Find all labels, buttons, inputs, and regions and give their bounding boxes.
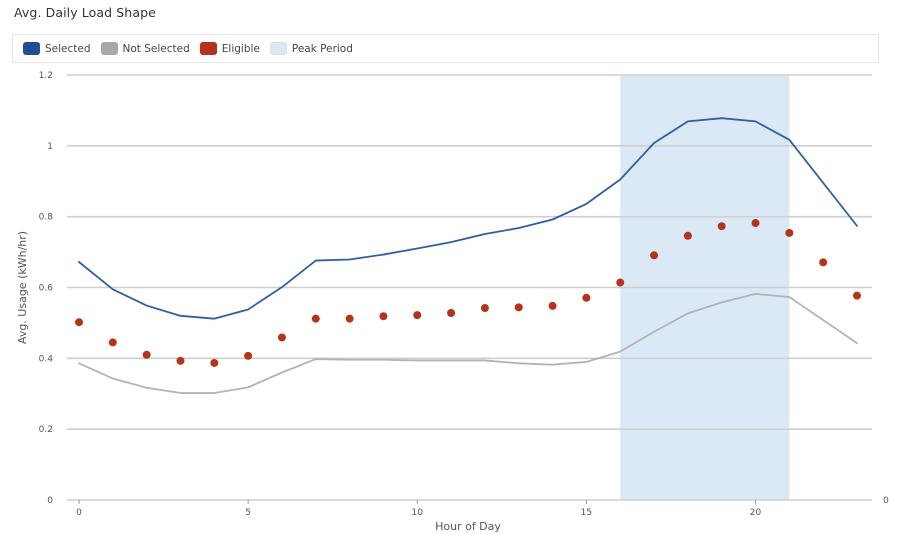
- series-point-eligible: [717, 222, 726, 231]
- legend-item-eligible[interactable]: Eligible: [199, 42, 260, 55]
- x-tick-label: 10: [412, 508, 424, 518]
- series-point-eligible: [244, 351, 253, 360]
- y-tick-label: 0: [47, 496, 53, 506]
- series-point-eligible: [142, 350, 151, 359]
- legend-item-selected[interactable]: Selected: [23, 42, 91, 55]
- series-point-eligible: [210, 358, 219, 367]
- legend-swatch-peak-period: [269, 42, 287, 55]
- series-point-eligible: [480, 304, 489, 313]
- secondary-y-tick-label: 0: [883, 496, 889, 506]
- series-layer: [75, 117, 861, 394]
- legend-item-peak-period[interactable]: Peak Period: [269, 42, 353, 55]
- y-tick-label: 1.2: [39, 71, 53, 81]
- series-point-eligible: [683, 231, 692, 240]
- legend-swatch-not-selected: [100, 42, 118, 55]
- legend-item-not-selected[interactable]: Not Selected: [100, 42, 190, 55]
- legend-swatch-selected: [23, 42, 40, 55]
- series-point-eligible: [785, 228, 794, 237]
- series-point-eligible: [413, 311, 422, 320]
- series-point-eligible: [277, 333, 286, 342]
- series-point-eligible: [379, 312, 388, 321]
- legend-label-eligible: Eligible: [221, 42, 260, 55]
- y-tick-label: 1: [47, 142, 53, 152]
- series-point-eligible: [514, 303, 523, 312]
- series-point-eligible: [345, 314, 354, 323]
- y-tick-label: 0.4: [39, 354, 54, 364]
- y-axis-title: Avg. Usage (kWh/hr): [16, 231, 29, 344]
- gridlines: [67, 74, 872, 501]
- series-point-eligible: [650, 251, 659, 260]
- legend: Selected Not Selected Eligible Peak Peri…: [12, 34, 879, 63]
- series-point-eligible: [853, 291, 861, 300]
- chart-title: Avg. Daily Load Shape: [14, 5, 156, 20]
- x-tick-label: 5: [245, 508, 251, 518]
- legend-label-selected: Selected: [45, 42, 91, 55]
- x-axis-title: Hour of Day: [435, 520, 501, 533]
- axes: 0 0.2 0.4 0.6 0.8 1 1.2 0 5 10 15 20 0 Hour of Day Avg…: [16, 71, 889, 533]
- legend-label-not-selected: Not Selected: [122, 42, 190, 55]
- series-point-eligible: [311, 314, 320, 323]
- series-point-eligible: [548, 301, 557, 310]
- series-line-selected: [78, 117, 858, 320]
- series-point-eligible: [75, 318, 83, 327]
- series-line-not-selected: [78, 292, 858, 394]
- y-tick-label: 0.8: [39, 213, 54, 223]
- series-point-eligible: [582, 293, 591, 302]
- x-tick-label: 0: [76, 508, 82, 518]
- x-tick-label: 20: [750, 508, 762, 518]
- series-point-eligible: [819, 258, 828, 267]
- legend-swatch-eligible: [199, 42, 217, 55]
- legend-label-peak-period: Peak Period: [291, 42, 353, 55]
- x-tick-label: 15: [581, 508, 592, 518]
- series-point-eligible: [751, 219, 760, 228]
- series-point-eligible: [176, 356, 185, 365]
- series-point-eligible: [616, 278, 625, 287]
- y-tick-label: 0.6: [39, 284, 54, 294]
- series-point-eligible: [108, 338, 117, 347]
- y-tick-label: 0.2: [39, 425, 53, 435]
- series-point-eligible: [447, 309, 456, 317]
